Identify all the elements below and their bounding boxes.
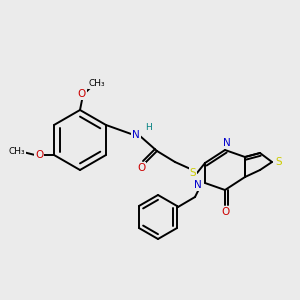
Text: O: O — [78, 89, 86, 99]
Text: N: N — [132, 130, 140, 140]
Text: S: S — [276, 157, 282, 167]
Text: O: O — [221, 207, 229, 217]
Text: N: N — [194, 180, 202, 190]
Text: O: O — [137, 163, 145, 173]
Text: S: S — [190, 168, 196, 178]
Text: CH₃: CH₃ — [89, 80, 105, 88]
Text: H: H — [145, 124, 152, 133]
Text: O: O — [35, 150, 43, 160]
Text: CH₃: CH₃ — [9, 146, 25, 155]
Text: N: N — [223, 138, 231, 148]
